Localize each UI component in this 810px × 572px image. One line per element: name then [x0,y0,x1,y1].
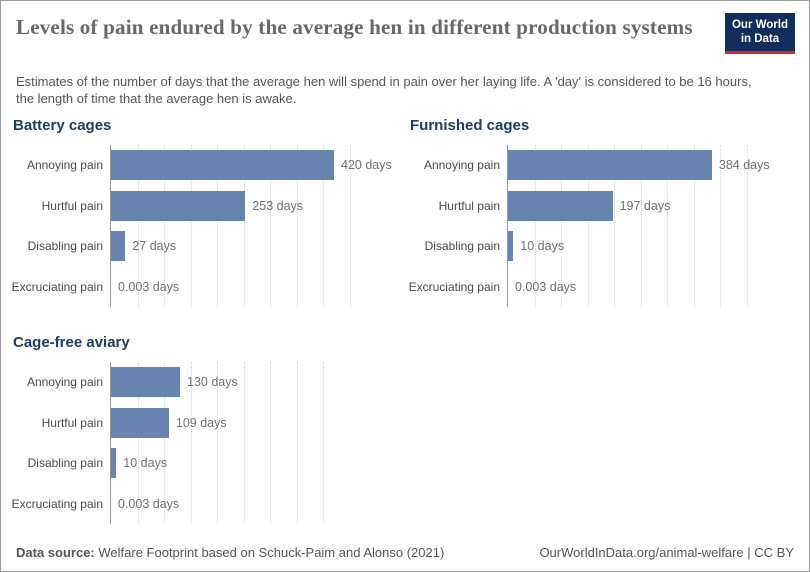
category-label: Annoying pain [423,158,500,173]
data-source: Data source: Welfare Footprint based on … [16,545,444,560]
gridline [190,145,192,307]
gridline [693,145,695,307]
gridline [164,145,166,307]
gridline [323,145,325,307]
bar[interactable] [111,448,117,479]
bar[interactable] [508,150,712,181]
gridline [323,362,325,524]
category-label: Hurtful pain [41,198,103,213]
gridline [217,145,219,307]
data-source-text: Welfare Footprint based on Schuck-Paim a… [98,545,445,560]
plot: Annoying pain Hurtful pain Disabling pain E… [11,362,325,525]
value-label: 10 days [520,239,565,254]
bar-row: 253 days [111,186,350,227]
plot-area: 130 days 109 days 10 days 0.003 days [110,362,325,525]
category-label: Excruciating pain [11,496,103,511]
plot-area: 384 days 197 days 10 days 0.003 days [507,145,770,308]
bar-row: 0.003 days [111,267,350,308]
plot-area: 420 days 253 days 27 days 0.003 days [110,145,392,308]
chart-battery-cages: Battery cages Annoying pain Hurtful pain D… [11,117,392,308]
bar-row: 0.003 days [111,484,323,525]
value-label: 10 days [123,456,168,471]
owid-logo-line1: Our World [731,19,788,31]
value-label: 384 days [718,158,770,173]
bar-row: 0.003 days [508,267,747,308]
bar-row: 197 days [508,186,747,227]
bar-row: 130 days [111,362,323,403]
category-label: Disabling pain [27,456,103,471]
category-label: Excruciating pain [11,279,103,294]
bar[interactable] [111,190,246,221]
bar-row: 384 days [508,145,770,186]
bar-row: 10 days [111,443,323,484]
data-source-label: Data source: [16,545,95,560]
bar[interactable] [111,407,169,438]
gridline [137,145,139,307]
chart-title: Battery cages [13,117,112,134]
gridline [164,362,166,524]
gridline [587,145,589,307]
category-label: Disabling pain [27,239,103,254]
bar[interactable] [111,231,126,262]
gridline [217,362,219,524]
category-label: Annoying pain [26,158,103,173]
gridline [243,362,245,524]
owid-logo[interactable]: Our World in Data [724,13,795,54]
gridline [614,145,616,307]
gridline [349,145,351,307]
bar-row: 27 days [111,226,350,267]
gridline [137,362,139,524]
value-label: 197 days [619,198,671,213]
value-label: 0.003 days [118,279,180,294]
gridline [270,362,272,524]
gridline [561,145,563,307]
value-label: 27 days [132,239,177,254]
bar-row: 420 days [111,145,392,186]
chart-title: Cage-free aviary [13,334,130,351]
value-label: 420 days [341,158,392,173]
category-label: Hurtful pain [41,415,103,430]
category-label: Excruciating pain [408,279,500,294]
category-label: Disabling pain [424,239,500,254]
gridline [296,145,298,307]
bar[interactable] [111,150,335,181]
gridline [746,145,748,307]
bar[interactable] [111,367,181,398]
bar-row: 109 days [111,403,323,444]
chart-subtitle: Estimates of the number of days that the… [16,74,752,106]
gridline [640,145,642,307]
gridline [667,145,669,307]
bar-row: 10 days [508,226,747,267]
plot: Annoying pain Hurtful pain Disabling pain E… [408,145,770,308]
gridline [296,362,298,524]
value-label: 109 days [175,415,227,430]
gridline [190,362,192,524]
y-axis-labels: Annoying pain Hurtful pain Disabling pain E… [408,145,507,307]
chart-furnished-cages: Furnished cages Annoying pain Hurtful pai… [408,117,770,308]
value-label: 0.003 days [515,279,577,294]
chart-title: Furnished cages [410,117,530,134]
gridline [534,145,536,307]
y-axis-labels: Annoying pain Hurtful pain Disabling pain E… [11,145,110,307]
footer-link[interactable]: OurWorldInData.org/animal-welfare | CC B… [539,545,794,560]
page-title: Levels of pain endured by the average he… [16,15,693,39]
gridline [243,145,245,307]
bar[interactable] [508,231,514,262]
y-axis-labels: Annoying pain Hurtful pain Disabling pain E… [11,362,110,524]
footer: Data source: Welfare Footprint based on … [16,545,794,560]
category-label: Hurtful pain [438,198,500,213]
chart-cage-free-aviary: Cage-free aviary Annoying pain Hurtful pa… [11,334,325,525]
gridline [720,145,722,307]
value-label: 0.003 days [118,496,180,511]
plot: Annoying pain Hurtful pain Disabling pain E… [11,145,392,308]
value-label: 253 days [252,198,304,213]
gridline [270,145,272,307]
owid-logo-line2: in Data [740,32,780,45]
value-label: 130 days [187,375,238,390]
bar[interactable] [508,190,613,221]
category-label: Annoying pain [26,375,103,390]
